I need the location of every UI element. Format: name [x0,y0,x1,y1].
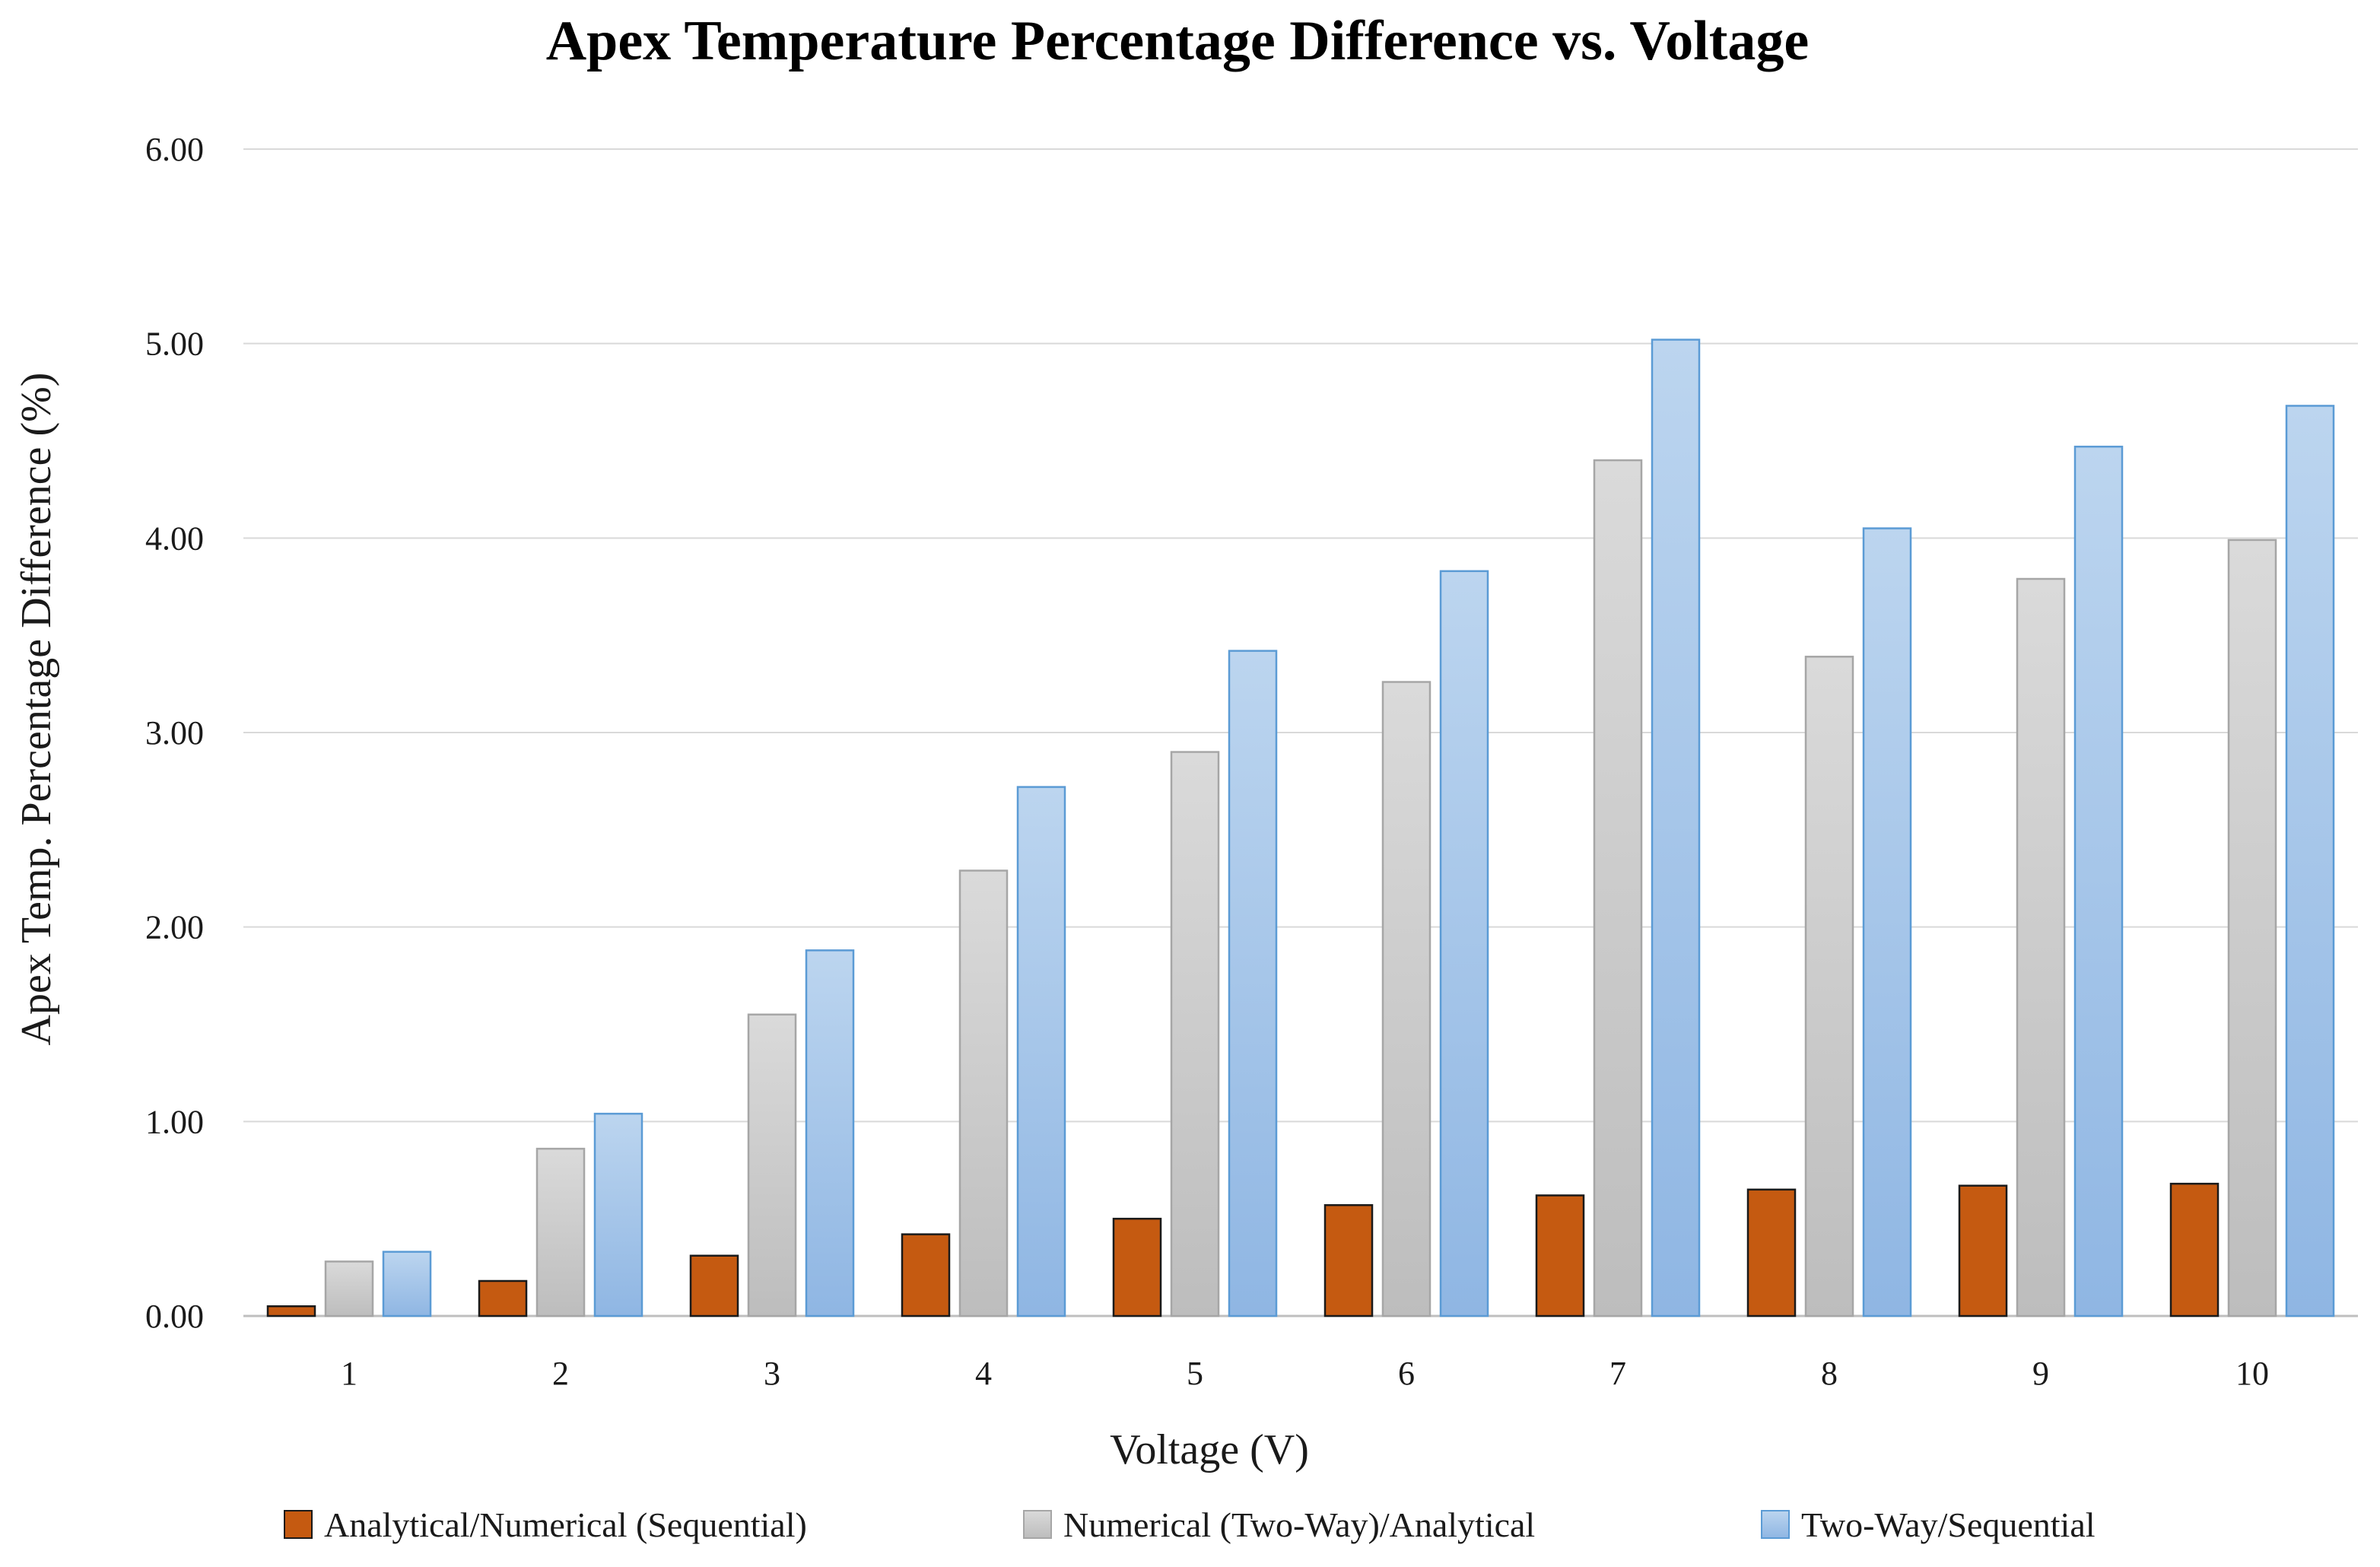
bar-series-3-v10 [2285,405,2335,1317]
bar-series-3-v8 [1862,527,1912,1317]
bar-series-2-v10 [2227,539,2277,1317]
x-axis-label: Voltage (V) [1110,1426,1309,1473]
x-tick-label: 3 [764,1355,780,1392]
bar-series-1-v10 [2169,1182,2220,1317]
legend-label-series-2: Numerical (Two-Way)/Analytical [1063,1505,1535,1544]
bar-series-1-v3 [689,1254,739,1317]
y-axis-ticks: 0.00 1.00 2.00 3.00 4.00 5.00 6.00 [145,131,204,1335]
x-tick-label: 2 [552,1355,569,1392]
bar-series-3-v7 [1651,339,1701,1317]
bar-series-1-v5 [1112,1217,1162,1317]
bar-series-3-v1 [382,1251,432,1317]
legend: Analytical/Numerical (Sequential) Numeric… [284,1505,2096,1544]
legend-label-series-1: Analytical/Numerical (Sequential) [324,1505,807,1544]
bar-series-3-v9 [2073,445,2124,1317]
x-tick-label: 1 [341,1355,357,1392]
bar-series-2-v9 [2016,577,2066,1317]
x-tick-label: 10 [2235,1355,2269,1392]
bar-series-2-v7 [1593,459,1643,1317]
y-tick-label: 5.00 [145,326,204,363]
bar-series-3-v4 [1016,786,1066,1317]
bar-series-2-v3 [747,1013,797,1317]
bar-series-3-v6 [1439,570,1489,1317]
bar-series-1-v6 [1323,1204,1374,1317]
bar-series-1-v1 [266,1305,316,1317]
x-tick-label: 5 [1187,1355,1203,1392]
x-tick-label: 7 [1609,1355,1626,1392]
bar-series-3-v2 [593,1112,643,1317]
legend-label-series-3: Two-Way/Sequential [1801,1505,2096,1544]
x-tick-label: 4 [975,1355,992,1392]
bar-series-1-v9 [1958,1184,2008,1317]
bar-series-1-v7 [1535,1194,1585,1317]
bar-series-2-v8 [1804,656,1854,1317]
x-tick-label: 9 [2032,1355,2049,1392]
y-tick-label: 6.00 [145,131,204,168]
bar-series-3-v5 [1228,650,1278,1317]
y-tick-label: 0.00 [145,1298,204,1335]
y-tick-label: 2.00 [145,909,204,946]
legend-swatch-series-2 [1023,1510,1052,1539]
chart-title: Apex Temperature Percentage Difference v… [546,10,1810,72]
y-tick-label: 3.00 [145,714,204,752]
bar-series-1-v2 [478,1279,528,1317]
y-axis-label: Apex Temp. Percentage Difference (%) [13,373,60,1046]
bar-series-2-v5 [1170,751,1220,1317]
y-tick-label: 4.00 [145,520,204,557]
legend-swatch-series-1 [284,1510,313,1539]
x-axis-ticks: 1 2 3 4 5 6 7 8 9 10 [341,1355,2269,1392]
y-tick-label: 1.00 [145,1103,204,1140]
bar-series-1-v4 [901,1233,951,1317]
bar-series-3-v3 [805,949,855,1317]
bar-series-1-v8 [1746,1188,1797,1317]
bar-series-2-v4 [958,869,1009,1317]
bars [266,339,2335,1317]
bar-series-2-v1 [324,1260,374,1317]
bar-series-2-v2 [535,1147,586,1317]
bar-series-2-v6 [1381,681,1431,1317]
x-tick-label: 6 [1398,1355,1415,1392]
x-tick-label: 8 [1821,1355,1838,1392]
legend-swatch-series-3 [1761,1510,1790,1539]
